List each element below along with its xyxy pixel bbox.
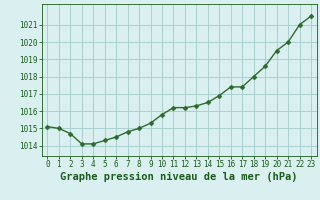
X-axis label: Graphe pression niveau de la mer (hPa): Graphe pression niveau de la mer (hPa) — [60, 172, 298, 182]
